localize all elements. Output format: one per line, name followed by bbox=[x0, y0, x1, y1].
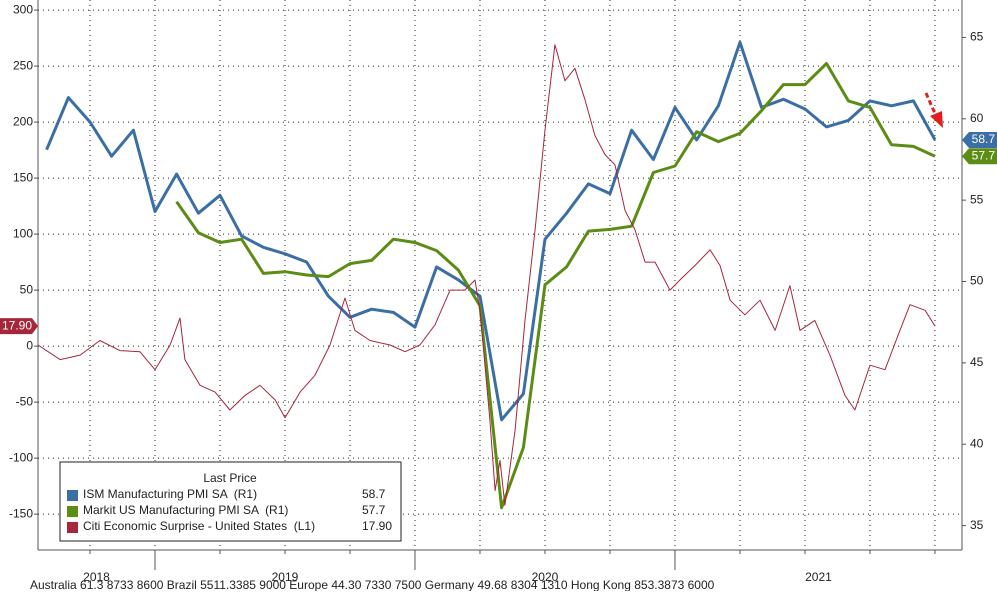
axis-tag bbox=[962, 131, 997, 148]
legend-value: 17.90 bbox=[362, 519, 392, 533]
y2-tick-label: 55 bbox=[970, 192, 984, 206]
series-line bbox=[45, 40, 937, 422]
y-tick-label: 250 bbox=[13, 58, 33, 72]
legend-title: Last Price bbox=[203, 471, 257, 485]
legend-label: Citi Economic Surprise - United States (… bbox=[83, 519, 315, 533]
y-tick-label: -50 bbox=[16, 394, 34, 408]
y-tick-label: -100 bbox=[9, 450, 33, 464]
y-tick-label: 100 bbox=[13, 226, 33, 240]
axis-tag bbox=[962, 148, 997, 165]
grid bbox=[38, 0, 962, 550]
series-line bbox=[175, 62, 936, 510]
x-tick-label: 2021 bbox=[805, 570, 832, 584]
axis-tag bbox=[0, 318, 38, 335]
legend-swatch bbox=[67, 522, 78, 533]
x-tick-label: 2020 bbox=[532, 570, 559, 584]
x-tick-label: 2018 bbox=[83, 570, 110, 584]
series-line bbox=[37, 44, 936, 506]
y2-tick-label: 35 bbox=[970, 518, 984, 532]
legend-label: ISM Manufacturing PMI SA (R1) bbox=[83, 487, 257, 501]
y-tick-label: 200 bbox=[13, 114, 33, 128]
legend-swatch bbox=[67, 490, 78, 501]
y2-tick-label: 40 bbox=[970, 436, 984, 450]
y-tick-label: 0 bbox=[26, 338, 33, 352]
y-tick-label: 300 bbox=[13, 2, 33, 16]
plot-lines bbox=[37, 40, 937, 510]
legend-swatch bbox=[67, 506, 78, 517]
y-tick-label: -150 bbox=[9, 506, 33, 520]
y-tick-label: 150 bbox=[13, 170, 33, 184]
ticker: Australia 61.3 8733 8600 Brazil 5511.338… bbox=[30, 578, 715, 591]
annotation-arrow bbox=[924, 92, 943, 128]
x-tick-label: 2019 bbox=[272, 570, 299, 584]
y2-tick-label: 65 bbox=[970, 30, 984, 44]
legend-label: Markit US Manufacturing PMI SA (R1) bbox=[83, 503, 288, 517]
y2-tick-label: 45 bbox=[970, 355, 984, 369]
axis-tag-label: 57.7 bbox=[972, 148, 996, 162]
y2-tick-label: 50 bbox=[970, 274, 984, 288]
y2-tick-label: 60 bbox=[970, 111, 984, 125]
axis-tag-label: 17.90 bbox=[2, 318, 32, 332]
legend: Last Price ISM Manufacturing PMI SA (R1)… bbox=[59, 461, 402, 542]
axis-tag-label: 58.7 bbox=[972, 132, 996, 146]
legend-box bbox=[59, 461, 402, 542]
legend-value: 58.7 bbox=[362, 487, 386, 501]
y-tick-label: 50 bbox=[20, 282, 34, 296]
legend-value: 57.7 bbox=[362, 503, 386, 517]
